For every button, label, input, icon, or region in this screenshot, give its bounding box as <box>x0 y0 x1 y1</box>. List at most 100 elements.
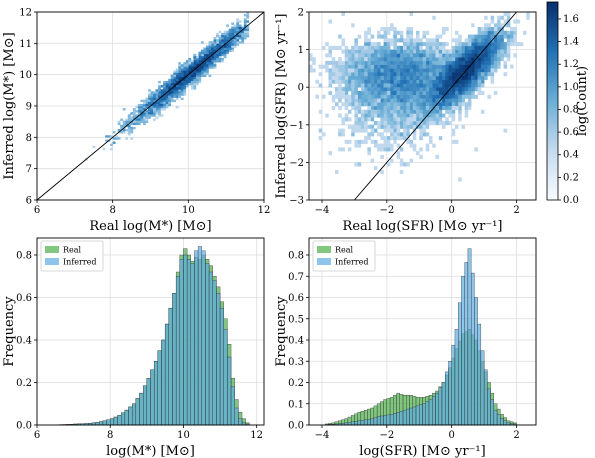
density-cell-1-553 <box>383 60 388 65</box>
density-cell-1-117 <box>474 75 478 80</box>
density-cell-0-579 <box>216 34 219 38</box>
density-cell-1-865 <box>347 94 352 99</box>
density-cell-1-799 <box>432 64 436 69</box>
density-cell-0-360 <box>163 97 166 101</box>
density-cell-1-152 <box>480 79 485 84</box>
density-cell-1-780 <box>412 90 417 96</box>
density-cell-1-205 <box>458 94 462 99</box>
density-cell-1-762 <box>390 98 394 103</box>
density-cell-1-173 <box>422 113 427 118</box>
density-cell-0-228 <box>137 116 141 119</box>
density-cell-0-437 <box>122 131 126 134</box>
density-cell-0-365 <box>178 91 182 94</box>
density-cell-0-299 <box>231 32 235 36</box>
density-cell-1-69 <box>458 83 462 88</box>
density-cell-1-453 <box>422 132 427 137</box>
density-cell-0-356 <box>216 41 219 44</box>
density-cell-1-673 <box>380 98 384 103</box>
density-cell-1-755 <box>370 49 375 54</box>
density-cell-0-464 <box>175 95 179 98</box>
density-cell-1-250 <box>419 94 423 99</box>
density-cell-0-89 <box>198 66 202 69</box>
density-cell-1-771 <box>441 45 446 50</box>
density-cell-1-575 <box>377 83 381 88</box>
density-cell-1-310 <box>480 64 485 69</box>
density-cell-0-577 <box>228 47 232 50</box>
density-cell-1-98 <box>454 83 459 88</box>
density-cell-1-972 <box>425 38 430 43</box>
density-cell-1-1060 <box>325 68 329 73</box>
density-cell-1-231 <box>458 49 462 54</box>
density-cell-1-1215 <box>383 147 388 152</box>
density-cell-0-328 <box>243 30 247 34</box>
density-cell-1-146 <box>432 87 436 92</box>
density-cell-1-1061 <box>412 38 417 43</box>
density-cell-1-496 <box>416 94 420 99</box>
density-cell-1-337 <box>445 57 449 62</box>
density-cell-0-227 <box>231 47 235 50</box>
hist-bar-3-1-30 <box>422 403 426 426</box>
density-cell-1-1288 <box>386 128 391 133</box>
density-cell-1-480 <box>351 98 355 103</box>
density-cell-1-1239 <box>386 162 391 167</box>
density-cell-0-614 <box>183 89 187 92</box>
density-cell-1-1080 <box>403 45 407 50</box>
density-cell-0-463 <box>153 103 156 107</box>
density-cell-1-544 <box>406 49 410 54</box>
density-cell-0-616 <box>178 95 182 98</box>
density-cell-1-669 <box>383 72 388 77</box>
density-cell-1-1017 <box>419 38 423 43</box>
density-cell-1-1009 <box>438 34 443 39</box>
density-cell-1-6 <box>461 83 465 88</box>
density-cell-1-625 <box>380 90 384 96</box>
density-cell-0-154 <box>200 68 204 71</box>
density-cell-1-992 <box>354 94 358 99</box>
density-cell-1-185 <box>497 38 501 43</box>
density-cell-1-963 <box>383 83 388 88</box>
density-cell-1-1249 <box>380 147 384 152</box>
density-cell-0-321 <box>205 62 209 65</box>
density-cell-0-34 <box>168 93 171 96</box>
density-cell-1-499 <box>373 45 378 50</box>
density-cell-1-1211 <box>403 117 407 122</box>
density-cell-0-517 <box>145 106 149 109</box>
density-cell-1-845 <box>403 98 407 103</box>
density-cell-1-252 <box>471 94 475 99</box>
density-cell-1-940 <box>399 57 404 62</box>
density-cell-0-617 <box>193 53 197 57</box>
density-cell-1-570 <box>409 53 414 58</box>
density-cell-1-29 <box>477 57 482 62</box>
density-cell-1-1001 <box>360 75 365 80</box>
density-cell-0-250 <box>163 85 166 88</box>
density-cell-0-186 <box>180 91 184 94</box>
density-cell-1-659 <box>399 68 404 73</box>
density-cell-0-412 <box>142 101 146 105</box>
density-cell-1-1241 <box>419 132 423 137</box>
density-cell-1-401 <box>484 27 488 32</box>
density-cell-0-123 <box>213 49 217 52</box>
density-cell-0-636 <box>125 128 129 132</box>
density-cell-1-1038 <box>386 90 391 96</box>
density-cell-1-576 <box>393 27 397 32</box>
density-cell-0-279 <box>221 53 224 57</box>
density-cell-1-912 <box>377 113 381 118</box>
density-cell-1-312 <box>480 38 485 43</box>
density-cell-1-80 <box>471 53 475 58</box>
density-cell-0-367 <box>246 30 250 34</box>
density-cell-1-583 <box>412 45 417 50</box>
density-cell-1-39 <box>471 79 475 84</box>
density-cell-1-325 <box>500 45 504 50</box>
density-cell-1-785 <box>338 68 342 73</box>
density-cell-0-316 <box>142 118 146 121</box>
density-cell-1-218 <box>500 42 504 47</box>
density-cell-0-113 <box>218 51 222 55</box>
density-cell-1-770 <box>386 72 391 77</box>
density-cell-0-378 <box>127 114 131 117</box>
density-cell-1-314 <box>464 42 469 47</box>
density-cell-1-810 <box>341 72 345 77</box>
hist-bar-2-1-36 <box>190 263 195 426</box>
density-cell-1-380 <box>493 64 498 69</box>
density-cell-0-379 <box>183 80 187 84</box>
density-cell-1-538 <box>351 72 355 77</box>
density-cell-0-105 <box>145 114 149 117</box>
